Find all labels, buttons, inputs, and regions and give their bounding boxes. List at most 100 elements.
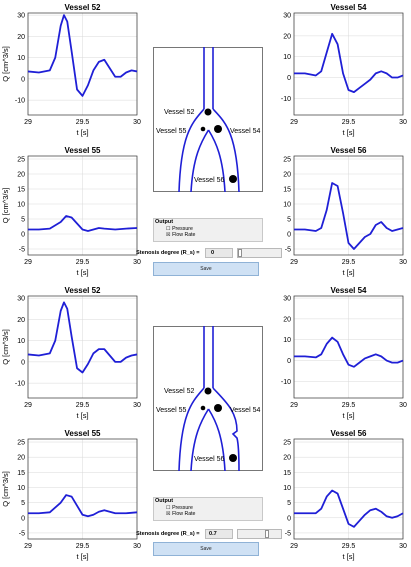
stenosis-value-box	[205, 529, 233, 539]
x-axis-label: t [s]	[342, 128, 354, 137]
node-vessel-54	[214, 125, 222, 133]
chart-vessel-55-top: 29 29.5 30 -5 0 5 10 15 20 25 Vessel 55 t [s] Q [cm^…	[1, 146, 141, 277]
pressure-label: Pressure	[172, 505, 193, 511]
x-tick-label: 30	[133, 119, 141, 126]
chart-vessel-54-bottom: 29 29.5 30 -10 0 10 20 30 Vessel 54 t [s]	[281, 286, 407, 420]
axes-box	[293, 438, 404, 540]
y-axis-label: Q [cm^3/s]	[1, 188, 10, 224]
y-tick-label: 0	[21, 76, 25, 83]
flow-rate-checkbox[interactable]: ☒ Flow Rate	[166, 232, 196, 238]
y-tick-label: 20	[283, 455, 291, 462]
x-tick-label: 30	[133, 402, 141, 409]
chart-vessel-54-top: 29 29.5 30 -10 0 10 20 30 Vessel 54 t [s]	[281, 3, 407, 137]
x-axis-label: t [s]	[342, 552, 354, 561]
save-button[interactable]: Save	[153, 542, 259, 556]
y-tick-label: 25	[17, 157, 25, 164]
x-tick-label: 30	[133, 259, 141, 266]
y-tick-label: 30	[283, 296, 291, 303]
x-tick-label: 29.5	[76, 402, 90, 409]
pressure-checkbox[interactable]: ☐ Pressure	[166, 226, 193, 232]
y-tick-label: 5	[21, 500, 25, 507]
y-tick-label: 25	[283, 440, 291, 447]
node-vessel-52	[204, 108, 212, 116]
x-tick-label: 30	[399, 119, 407, 126]
stenosis-value: 0	[211, 250, 215, 256]
y-tick-label: 10	[283, 337, 291, 344]
x-axis-label: t [s]	[76, 411, 88, 420]
label-vessel-55: Vessel 55	[156, 407, 186, 414]
y-tick-label: 0	[21, 232, 25, 239]
output-panel	[153, 218, 263, 242]
vessel-diagram-bottom: Vessel 52 Vessel 55 Vessel 54 Vessel 56	[153, 326, 263, 471]
y-tick-label: 10	[17, 55, 25, 62]
x-axis-label: t [s]	[342, 268, 354, 277]
y-tick-label: 20	[17, 455, 25, 462]
y-tick-label: 20	[17, 317, 25, 324]
x-tick-label: 29	[24, 543, 32, 550]
flow-rate-label: Flow Rate	[172, 511, 196, 517]
flow-rate-series-line	[27, 14, 138, 97]
label-vessel-54: Vessel 54	[230, 128, 260, 135]
pressure-checkbox[interactable]: ☐ Pressure	[166, 505, 193, 511]
y-tick-label: 0	[21, 515, 25, 522]
node-vessel-55	[200, 126, 206, 132]
y-tick-label: 5	[287, 217, 291, 224]
node-vessel-55	[200, 405, 206, 411]
x-tick-label: 29	[24, 402, 32, 409]
stenosis-value: 0.7	[209, 531, 217, 537]
y-tick-label: 0	[287, 75, 291, 82]
y-tick-label: 0	[287, 358, 291, 365]
x-axis-label: t [s]	[76, 552, 88, 561]
pressure-label: Pressure	[172, 226, 193, 232]
x-tick-label: 29	[290, 543, 298, 550]
axes-box	[293, 155, 404, 256]
stenosis-value-box	[205, 248, 233, 258]
y-tick-label: -10	[15, 381, 25, 388]
label-vessel-52: Vessel 52	[164, 109, 194, 116]
y-tick-label: 0	[287, 515, 291, 522]
stenosis-slider-thumb[interactable]	[238, 249, 242, 257]
stenosis-label: Stenosis degree (R_s) =	[136, 250, 200, 256]
x-tick-label: 29.5	[76, 259, 90, 266]
label-vessel-56: Vessel 56	[194, 177, 224, 184]
x-tick-label: 29	[290, 402, 298, 409]
x-tick-label: 29.5	[76, 119, 90, 126]
y-axis-label: Q [cm^3/s]	[1, 329, 10, 365]
x-tick-label: 30	[399, 402, 407, 409]
stenosis-label: Stenosis degree (R_s) =	[136, 531, 200, 537]
y-tick-label: 30	[17, 13, 25, 20]
y-tick-label: 5	[287, 500, 291, 507]
save-button[interactable]: Save	[153, 262, 259, 276]
y-tick-label: 0	[287, 232, 291, 239]
stenosis-slider-thumb[interactable]	[265, 530, 270, 538]
y-axis-label: Q [cm^3/s]	[1, 471, 10, 507]
y-tick-label: 25	[283, 157, 291, 164]
y-tick-label: -10	[281, 96, 291, 103]
axes-box	[293, 295, 404, 399]
axes-box	[27, 155, 138, 256]
y-tick-label: 20	[283, 316, 291, 323]
y-tick-label: 0	[21, 359, 25, 366]
flow-rate-label: Flow Rate	[172, 232, 196, 238]
y-tick-label: 20	[17, 172, 25, 179]
flow-rate-checkbox[interactable]: ☒ Flow Rate	[166, 511, 196, 517]
y-tick-label: -5	[19, 530, 25, 537]
y-tick-label: 15	[17, 187, 25, 194]
y-axis-label: Q [cm^3/s]	[1, 46, 10, 82]
axes-box	[27, 12, 138, 116]
y-tick-label: -5	[285, 530, 291, 537]
label-vessel-52: Vessel 52	[164, 388, 194, 395]
x-tick-label: 29.5	[342, 402, 356, 409]
y-tick-label: 10	[17, 338, 25, 345]
y-tick-label: 10	[283, 485, 291, 492]
y-tick-label: 20	[17, 34, 25, 41]
output-title: Output	[155, 498, 174, 504]
vessel-diagram-top: Vessel 52 Vessel 55 Vessel 54 Vessel 56	[153, 47, 263, 192]
chart-vessel-55-bottom: 29 29.5 30 -5 0 5 10 15 20 25 Vessel 55 t [s] Q [cm^…	[1, 429, 141, 561]
output-panel	[153, 497, 263, 521]
x-tick-label: 29.5	[342, 543, 356, 550]
stenosis-slider[interactable]	[237, 529, 282, 539]
y-tick-label: 25	[17, 440, 25, 447]
stenosis-slider[interactable]	[237, 248, 282, 258]
x-tick-label: 29.5	[342, 119, 356, 126]
